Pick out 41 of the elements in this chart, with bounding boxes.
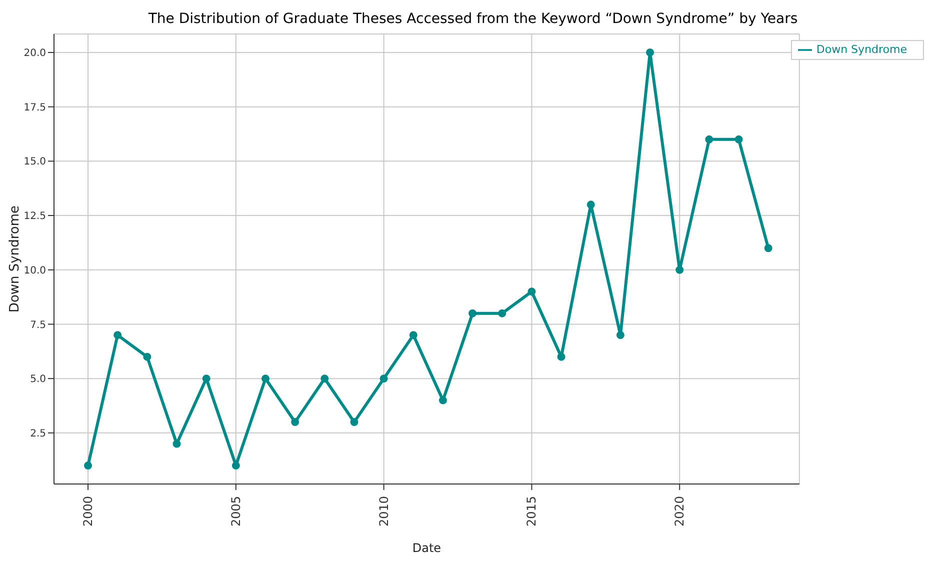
x-tick-label: 2000 [81,496,96,527]
y-tick-label: 15.0 [24,156,46,168]
chart-title: The Distribution of Graduate Theses Accessed from the Keyword “Down Syndrome” by Years [147,10,799,29]
point [172,440,181,448]
point [409,331,418,340]
point [764,244,772,252]
point [646,48,654,56]
point [291,418,300,426]
point [202,374,210,383]
legend-label: Down Syndrome [816,43,907,56]
y-tick-label: 2.5 [30,428,46,440]
y-axis-title: Down Syndrome [8,205,23,313]
point [557,352,566,361]
y-tick-label: 20.0 [24,48,46,60]
x-tick-label: 2010 [376,496,391,527]
x-tick-label: 2020 [672,496,687,527]
point [114,331,122,340]
point [143,352,152,361]
y-tick-label: 5.0 [30,374,46,386]
point [320,374,329,383]
x-tick-label: 2005 [228,496,243,527]
point [528,288,536,296]
x-tick-label: 2015 [524,496,539,527]
point [380,374,388,383]
y-tick-label: 7.5 [30,320,46,331]
point [232,462,240,470]
point [498,309,506,318]
y-tick-label: 12.5 [24,211,46,222]
point [616,331,624,340]
x-axis-title: Date [412,541,442,555]
point [676,266,684,274]
y-tick-label: 17.5 [24,102,46,114]
point [705,135,714,144]
point [84,462,92,470]
y-tick-label: 10.0 [24,265,46,276]
point [586,200,595,209]
point [468,309,477,318]
point [350,418,358,426]
point [438,396,447,404]
point [734,135,743,144]
point [261,374,270,383]
